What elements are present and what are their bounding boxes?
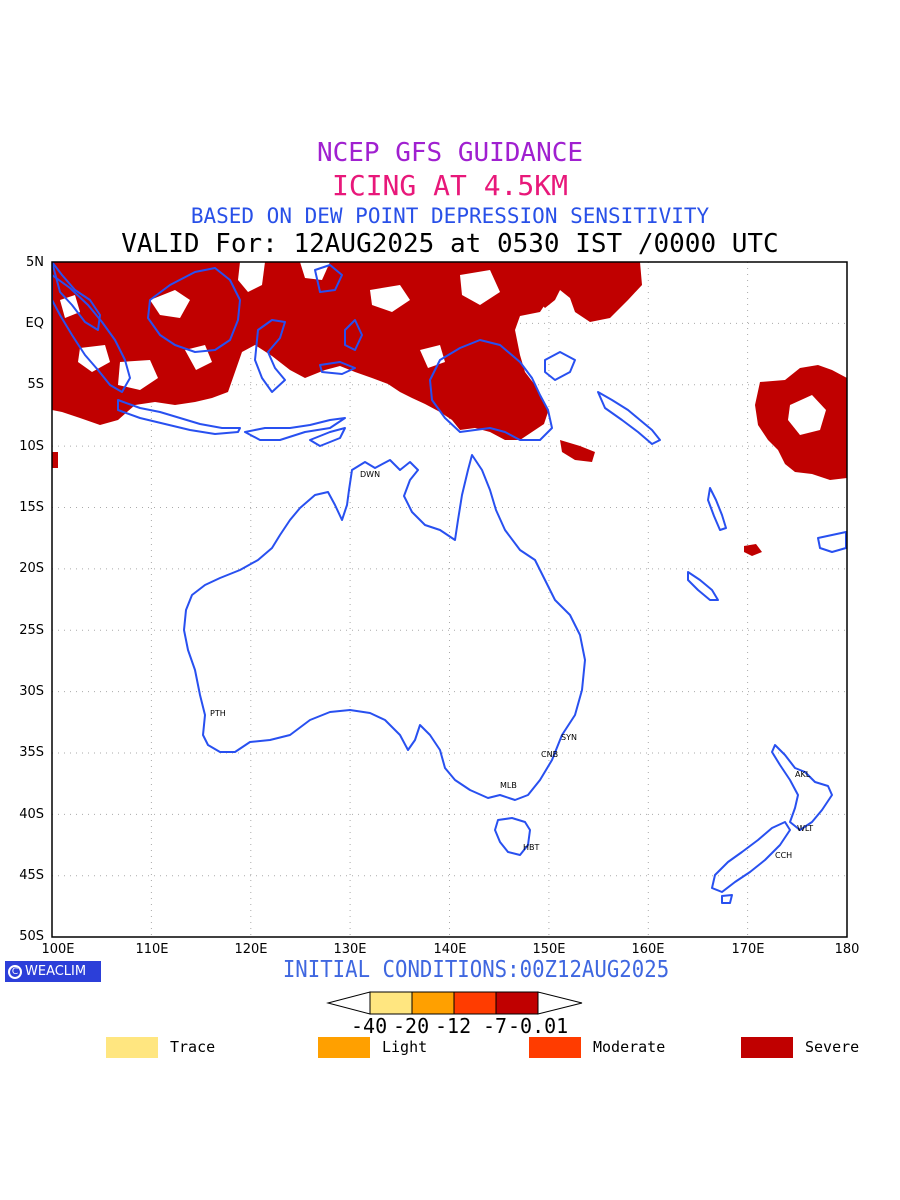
- colorbar-tick: -20: [393, 1014, 430, 1038]
- city-label: HBT: [523, 843, 540, 852]
- coast-java: [117, 399, 241, 435]
- coast-nz-south: [711, 821, 791, 893]
- lat-label: 30S: [19, 684, 44, 699]
- colorbar-tick: -0.01: [508, 1014, 569, 1038]
- legend-swatch: [106, 1036, 158, 1058]
- lon-label: 110E: [135, 942, 169, 957]
- legend-light: Light: [318, 1036, 427, 1058]
- colorbar-tick: -40: [351, 1014, 388, 1038]
- coast-nz-north: [771, 744, 833, 831]
- legend-moderate: Moderate: [529, 1036, 665, 1058]
- coast-borneo: [147, 267, 241, 353]
- lat-label: 25S: [19, 623, 44, 638]
- lat-label: 45S: [19, 868, 44, 883]
- coast-sulawesi: [254, 319, 286, 393]
- icing-area-west-edge: [52, 452, 58, 468]
- coast-solomon-islands: [597, 391, 661, 445]
- legend-severe: Severe: [741, 1036, 859, 1058]
- city-label: AKL: [795, 770, 811, 779]
- coast-stewart-island: [721, 894, 733, 904]
- legend-swatch: [318, 1036, 370, 1058]
- coast-new-guinea: [429, 339, 553, 441]
- coast-new-caledonia: [687, 571, 719, 601]
- colorbar: [326, 991, 583, 1015]
- legend-swatch: [741, 1036, 793, 1058]
- lat-label: 50S: [19, 929, 44, 944]
- title-method: BASED ON DEW POINT DEPRESSION SENSITIVIT…: [190, 204, 710, 228]
- lon-label: 180: [834, 942, 860, 957]
- coast-lesser-sunda: [244, 417, 346, 441]
- coast-philippines-south: [314, 264, 343, 293]
- coast-seram: [319, 361, 356, 375]
- colorbar-high-arrow: [537, 991, 583, 1015]
- coast-fiji: [817, 531, 847, 553]
- lon-label: 150E: [532, 942, 566, 957]
- colorbar-tick: -7: [483, 1014, 508, 1038]
- coast-sumatra: [52, 274, 131, 393]
- logo-text: WEACLIM: [25, 964, 87, 979]
- legend-label: Light: [382, 1038, 428, 1056]
- lat-label: 5N: [26, 255, 44, 270]
- colorbar-tick: -12: [435, 1014, 472, 1038]
- city-label: PTH: [210, 709, 226, 718]
- lon-label: 160E: [631, 942, 665, 957]
- icing-area-png-east: [535, 262, 565, 308]
- colorbar-low-arrow: [326, 991, 371, 1015]
- colorbar-severe: [495, 991, 539, 1015]
- weaclim-logo: C WEACLIM: [5, 961, 101, 982]
- lat-label: 10S: [19, 439, 44, 454]
- title-valid-time: VALID For: 12AUG2025 at 0530 IST /0000 U…: [121, 229, 779, 259]
- legend-label: Trace: [170, 1038, 216, 1056]
- lat-label: 35S: [19, 745, 44, 760]
- icing-area-vanuatu-east: [744, 544, 762, 556]
- coast-malay-peninsula: [52, 262, 101, 331]
- legend-label: Moderate: [593, 1038, 666, 1056]
- lon-label: 130E: [333, 942, 367, 957]
- coast-timor: [309, 427, 346, 447]
- icing-gaps: [60, 262, 826, 435]
- title-product: ICING AT 4.5KM: [331, 169, 568, 202]
- coast-australia: [183, 454, 586, 801]
- lon-label: 100E: [41, 942, 75, 957]
- lat-label: 40S: [19, 807, 44, 822]
- colorbar-moderate: [453, 991, 497, 1015]
- severe-icing-areas: [52, 262, 847, 556]
- city-label: SYN: [561, 733, 577, 742]
- coast-tasmania: [494, 817, 531, 856]
- city-label: WLT: [797, 824, 813, 833]
- lon-label: 140E: [433, 942, 467, 957]
- icing-area-solomon: [560, 440, 595, 462]
- lat-label: 20S: [19, 561, 44, 576]
- copyright-icon: C: [8, 964, 22, 979]
- legend-trace: Trace: [106, 1036, 215, 1058]
- coast-new-britain: [544, 351, 576, 381]
- lat-label: 15S: [19, 500, 44, 515]
- lon-label: 170E: [731, 942, 765, 957]
- coast-vanuatu: [707, 487, 727, 531]
- initial-conditions: INITIAL CONDITIONS:00Z12AUG2025: [282, 957, 670, 983]
- icing-area-maritime-continent: [52, 262, 642, 440]
- city-label: MLB: [500, 781, 517, 790]
- lat-label: EQ: [25, 316, 44, 331]
- colorbar-trace: [369, 991, 413, 1015]
- legend-swatch: [529, 1036, 581, 1058]
- city-label: CCH: [775, 851, 792, 860]
- lat-label: 5S: [27, 377, 44, 392]
- coast-halmahera: [344, 319, 363, 351]
- map-frame: [51, 261, 848, 938]
- lon-label: 120E: [234, 942, 268, 957]
- title-model: NCEP GFS GUIDANCE: [316, 138, 584, 168]
- city-label: DWN: [360, 470, 380, 479]
- legend-label: Severe: [805, 1038, 860, 1056]
- coastlines: [52, 262, 847, 904]
- colorbar-light: [411, 991, 455, 1015]
- city-labels: DWN PTH SYN CNB MLB HBT AKL WLT CCH: [210, 470, 813, 860]
- city-label: CNB: [541, 750, 558, 759]
